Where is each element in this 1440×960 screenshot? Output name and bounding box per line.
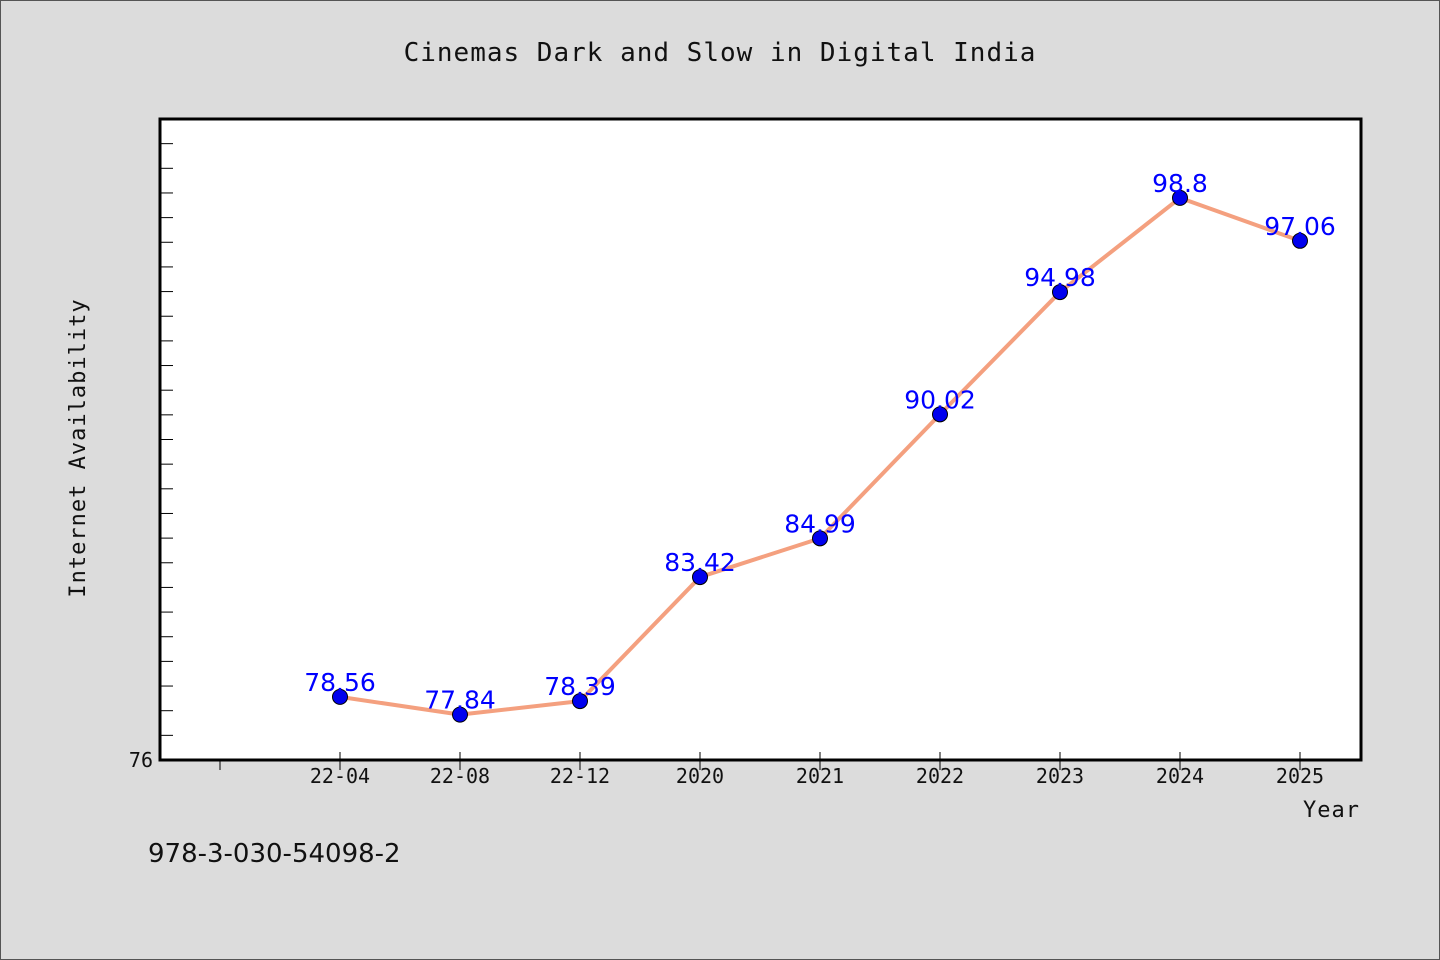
chart-title: Cinemas Dark and Slow in Digital India — [404, 38, 1037, 68]
series-layer: 78.56 77.84 78.39 83.42 84.99 90.02 94.98 98.8 9… — [304, 169, 1336, 723]
data-label: 77.84 — [424, 686, 496, 715]
plot-area — [158, 117, 1363, 762]
y-axis-label: Internet Availability — [66, 298, 91, 597]
x-tick-label: 22-08 — [430, 764, 490, 788]
data-point — [932, 406, 948, 423]
x-tick-label: 2024 — [1156, 764, 1204, 788]
data-point — [572, 693, 588, 710]
x-axis-ticks: 22-04 22-08 22-12 2020 2021 2022 2023 2024 2025 — [219, 752, 1324, 788]
data-point — [332, 688, 348, 705]
data-label: 90.02 — [904, 385, 976, 414]
x-tick-label: 2025 — [1276, 764, 1324, 788]
x-tick-label: 2021 — [796, 764, 844, 788]
data-point — [1292, 232, 1308, 249]
data-point — [1172, 189, 1188, 206]
x-tick-label: 2020 — [676, 764, 724, 788]
data-label: 78.39 — [544, 672, 616, 701]
data-label: 84.99 — [784, 509, 856, 538]
x-tick-label: 2023 — [1036, 764, 1084, 788]
data-label: 78.56 — [304, 668, 376, 697]
data-label: 98.8 — [1152, 169, 1208, 198]
x-tick-label: 22-12 — [550, 764, 610, 788]
data-point — [692, 569, 708, 586]
data-label: 94.98 — [1024, 263, 1096, 292]
y-tick-label: 76 — [129, 748, 153, 772]
y-axis-ticks — [160, 143, 173, 736]
x-axis-label: Year — [1303, 798, 1360, 823]
x-tick-label: 2022 — [916, 764, 964, 788]
data-point — [1052, 284, 1068, 301]
footnote: 978-3-030-54098-2 — [148, 839, 401, 869]
x-tick-label: 22-04 — [310, 764, 370, 788]
data-point — [812, 530, 828, 547]
data-label: 83.42 — [664, 548, 736, 577]
data-point — [452, 706, 468, 723]
data-label: 97.06 — [1264, 212, 1336, 241]
